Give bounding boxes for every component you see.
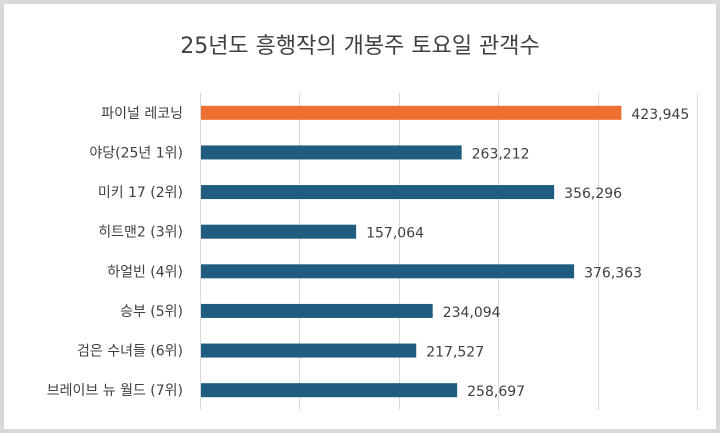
data-label: 157,064 (366, 226, 424, 242)
chart-title: 25년도 흥행작의 개봉주 토요일 관객수 (180, 34, 540, 59)
data-label: 263,212 (472, 146, 530, 162)
category-label: 히트맨2 (3위) (98, 225, 183, 241)
data-label: 423,945 (631, 107, 689, 123)
category-label: 야당(25년 1위) (89, 145, 183, 161)
data-label: 217,527 (426, 345, 484, 361)
category-label: 하얼빈 (4위) (107, 264, 183, 280)
bar (201, 105, 622, 120)
category-label: 미키 17 (2위) (98, 185, 183, 201)
bar (201, 224, 357, 239)
bar (201, 343, 417, 358)
category-label: 검은 수녀들 (6위) (77, 344, 183, 360)
category-label: 브레이브 뉴 월드 (7위) (47, 383, 183, 399)
data-label: 258,697 (467, 384, 525, 400)
bar (201, 264, 575, 279)
data-label: 234,094 (443, 305, 501, 321)
bar (201, 303, 433, 318)
bar (201, 383, 458, 398)
data-label: 356,296 (564, 186, 622, 202)
bar (201, 145, 462, 160)
category-label: 파이널 레코닝 (101, 106, 183, 122)
data-label: 376,363 (584, 265, 642, 281)
category-label: 승부 (5위) (120, 304, 183, 320)
bar (201, 185, 555, 200)
